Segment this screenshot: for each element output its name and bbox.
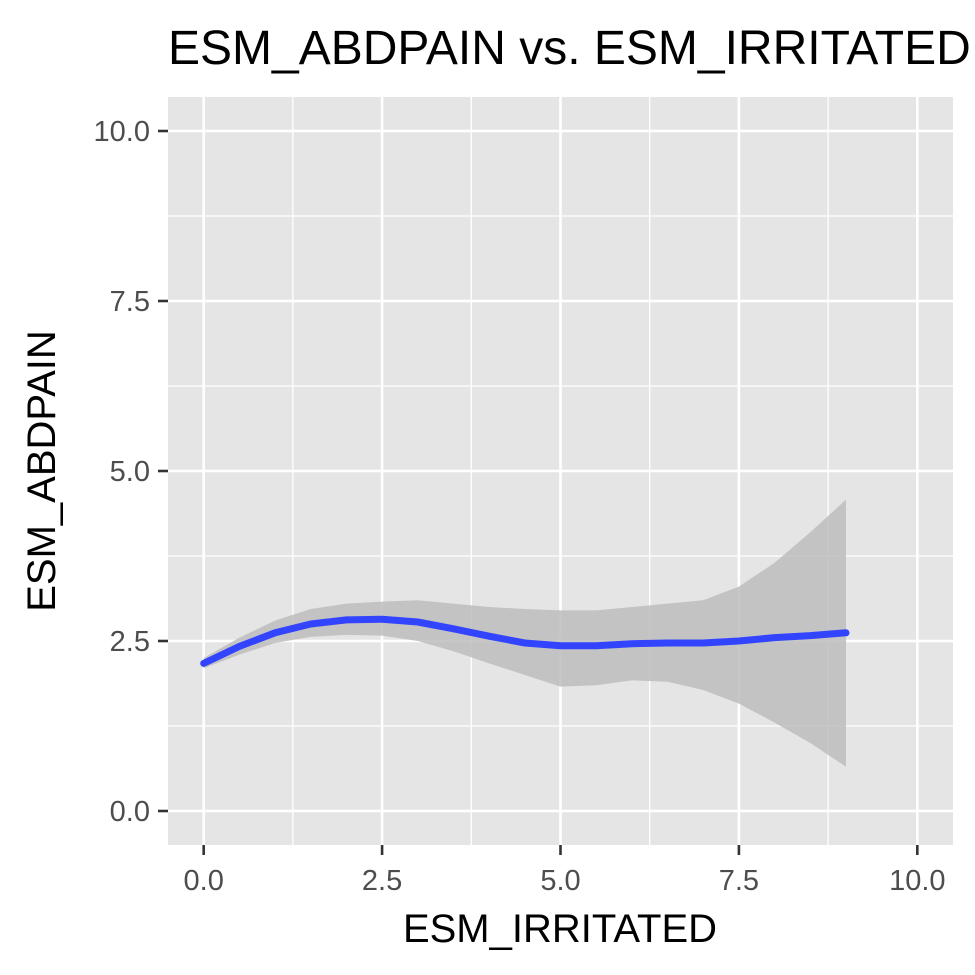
y-tick-label-4: 10.0 bbox=[94, 116, 150, 148]
chart-title: ESM_ABDPAIN vs. ESM_IRRITATED bbox=[168, 22, 971, 75]
y-tick-label-2: 5.0 bbox=[110, 456, 150, 488]
x-tick-label-4: 10.0 bbox=[889, 865, 945, 897]
x-axis-label: ESM_IRRITATED bbox=[403, 907, 717, 951]
y-tick-label-3: 7.5 bbox=[110, 286, 150, 318]
x-tick-label-0: 0.0 bbox=[184, 865, 224, 897]
series-line bbox=[200, 615, 850, 667]
x-tick-label-1: 2.5 bbox=[362, 865, 402, 897]
y-tick-label-1: 2.5 bbox=[110, 626, 150, 658]
x-tick-label-3: 7.5 bbox=[719, 865, 759, 897]
confidence-ribbon bbox=[203, 499, 846, 767]
y-tick-label-0: 0.0 bbox=[110, 796, 150, 828]
y-axis-label: ESM_ABDPAIN bbox=[20, 330, 64, 612]
x-tick-label-2: 5.0 bbox=[540, 865, 580, 897]
x-axis-ticks: 0.0 2.5 5.0 7.5 10.0 bbox=[184, 845, 946, 897]
y-axis-ticks: 0.0 2.5 5.0 7.5 10.0 bbox=[94, 116, 168, 828]
